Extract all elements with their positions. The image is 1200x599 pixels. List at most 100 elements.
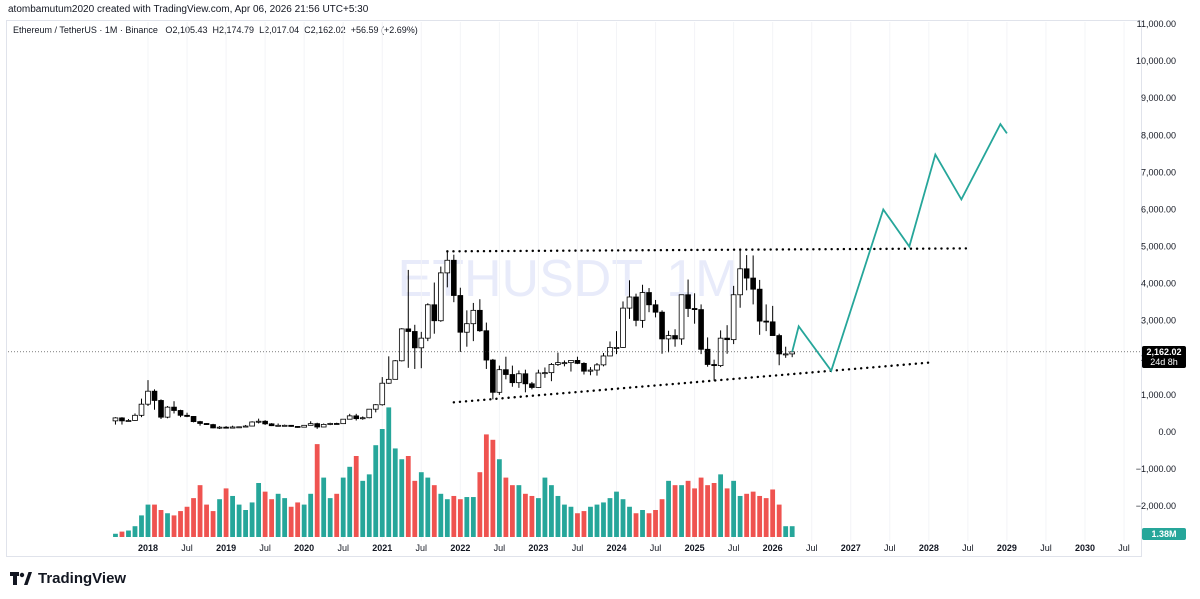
volume-bar (679, 485, 684, 537)
volume-bar (230, 495, 235, 537)
volume-bar (627, 506, 632, 537)
candle-body (769, 321, 776, 336)
time-tick-label: 2028 (919, 543, 939, 553)
candle-body (385, 378, 392, 384)
candle-body (366, 408, 373, 419)
time-tick-label: 2021 (372, 543, 392, 553)
volume-bar (243, 510, 249, 537)
price-tick-label: −1,000.00 (1136, 464, 1176, 474)
price-marker-bg (1142, 346, 1186, 368)
volume-bar (711, 483, 717, 537)
volume-bar (581, 511, 587, 537)
volume-bar (555, 495, 561, 537)
volume-bar (757, 495, 763, 537)
volume-bar (366, 474, 372, 537)
candle-body (203, 423, 210, 425)
candle-body (620, 307, 626, 348)
price-tick-label: 10,000.00 (1136, 56, 1176, 66)
candle-body (672, 335, 678, 340)
time-tick-label: Jul (416, 543, 428, 553)
price-tick-label: 8,000.00 (1141, 130, 1176, 140)
candle-body (262, 420, 268, 425)
time-axis[interactable]: 2018 Jul 2019 Jul 2020 Jul 2021 Jul 2022 Jul 2023 J… (138, 543, 1130, 553)
volume-bar (575, 513, 580, 537)
candle-body (529, 383, 535, 388)
candle-body (229, 426, 236, 429)
time-tick-label: 2019 (216, 543, 236, 553)
candle-body (633, 296, 639, 321)
volume-bar (373, 445, 379, 537)
candle-body (678, 294, 685, 340)
candle-body (717, 337, 724, 367)
candle-body (600, 355, 607, 366)
candle-body (782, 353, 789, 356)
candle-body (646, 292, 652, 306)
volume-bar (633, 513, 639, 537)
candle-body (444, 259, 451, 274)
price-tick-label: 6,000.00 (1141, 204, 1176, 214)
candle-body (145, 390, 151, 405)
price-tick-label: 5,000.00 (1141, 242, 1176, 252)
volume-bar (588, 506, 593, 537)
time-tick-label: Jul (181, 543, 193, 553)
volume-bar (249, 502, 255, 537)
volume-bar (536, 498, 541, 537)
volume-bar (204, 504, 209, 537)
volume-bar (653, 510, 658, 537)
candle-body (431, 304, 438, 322)
volume-bar (614, 491, 619, 537)
volume-bar (197, 485, 203, 537)
symbol-label[interactable]: Ethereum / TetherUS · 1M · Binance (13, 25, 158, 35)
volume-bar (444, 499, 450, 537)
volume-bar (171, 515, 177, 537)
time-tick-label: Jul (259, 543, 271, 553)
volume-bar (262, 491, 268, 537)
tradingview-logo-icon (10, 571, 32, 585)
time-tick-label: 2026 (763, 543, 783, 553)
price-axis[interactable]: −2,000.00−1,000.000.001,000.002,000.003,… (1136, 19, 1176, 511)
candle-body (132, 414, 138, 421)
time-tick-label: Jul (494, 543, 506, 553)
candle-body (164, 406, 171, 418)
volume-bar (620, 499, 626, 537)
volume-bar (431, 485, 437, 537)
candle-body (659, 311, 665, 340)
candle-body (568, 360, 574, 364)
volume-bar (217, 499, 222, 537)
close-label: C (304, 25, 311, 35)
volume-bar (763, 498, 769, 537)
time-tick-label: Jul (728, 543, 740, 553)
time-tick-label: 2022 (450, 543, 470, 553)
time-tick-label: Jul (806, 543, 818, 553)
candle-body (301, 424, 307, 428)
time-tick-label: 2018 (138, 543, 158, 553)
close-value: 2,162.02 (310, 25, 346, 35)
volume-bar (562, 504, 567, 537)
time-tick-label: Jul (572, 543, 584, 553)
volume-bar (783, 526, 789, 537)
volume-bar (601, 502, 606, 537)
candle-body (626, 296, 633, 309)
candle-body (210, 424, 216, 429)
candle-body (379, 382, 386, 406)
candle-body (307, 423, 314, 426)
candle-body (216, 426, 223, 429)
volume-bar (549, 485, 554, 537)
candle-body (288, 424, 294, 427)
candle-body (509, 374, 516, 384)
candle-body (184, 414, 190, 417)
volume-bar (178, 511, 183, 537)
volume-bar (353, 456, 359, 537)
candle-body (665, 335, 672, 340)
candle-body (730, 294, 737, 341)
tradingview-brand[interactable]: TradingView (10, 570, 126, 587)
volume-bar (119, 531, 125, 537)
candle-body (340, 418, 347, 425)
volume-bar (275, 493, 281, 537)
volume-bar (210, 511, 216, 537)
time-tick-label: Jul (650, 543, 662, 553)
volume-bar (184, 506, 190, 537)
candle-body (750, 277, 756, 290)
candle-body (398, 328, 405, 362)
